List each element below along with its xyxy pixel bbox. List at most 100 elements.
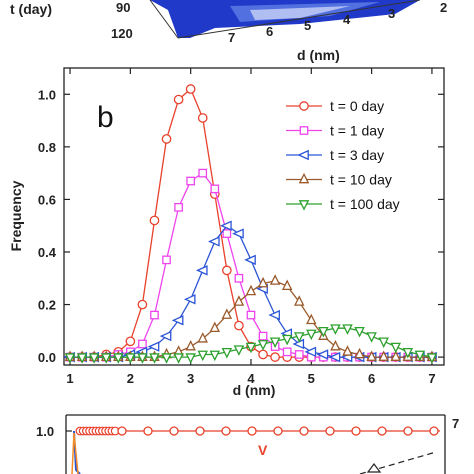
data-point — [162, 255, 171, 265]
x-tick-label: 4 — [247, 371, 255, 386]
y-tick-label: 0.0 — [38, 350, 56, 365]
data-point — [244, 254, 256, 266]
bottom-y-tick-1: 1.0 — [36, 424, 54, 439]
bottom-marker — [273, 426, 283, 436]
data-point — [268, 309, 280, 321]
data-point — [100, 353, 112, 364]
legend-marker — [299, 101, 309, 111]
data-point — [378, 350, 389, 361]
bottom-marker — [299, 426, 309, 436]
data-point — [269, 274, 281, 285]
data-point — [198, 168, 208, 178]
data-point — [138, 339, 147, 349]
plot-frame — [63, 67, 445, 366]
d-tick-6: 6 — [266, 24, 273, 39]
data-point — [197, 332, 208, 343]
data-point — [208, 236, 220, 247]
data-point — [328, 351, 341, 363]
data-point — [366, 350, 377, 361]
bottom-marker — [429, 426, 439, 436]
data-point — [210, 184, 220, 194]
data-point — [354, 347, 365, 359]
data-point — [147, 341, 160, 352]
legend-marker — [298, 200, 310, 211]
data-point — [185, 353, 196, 364]
bottom-marker — [351, 426, 361, 436]
t-axis-label: t (day) — [10, 1, 52, 17]
data-point — [233, 345, 245, 356]
surface-highlight — [250, 6, 350, 20]
data-point — [390, 350, 401, 361]
data-point — [150, 310, 159, 320]
data-point — [330, 339, 341, 351]
legend-label: t = 0 day — [330, 98, 384, 114]
data-point — [304, 346, 317, 358]
bottom-red-markers — [75, 426, 439, 436]
data-point — [125, 336, 136, 347]
data-point — [125, 353, 136, 364]
data-point — [258, 349, 268, 360]
data-point — [258, 331, 268, 341]
data-point — [173, 94, 184, 105]
data-point — [233, 295, 245, 306]
data-point — [390, 342, 401, 354]
data-point — [159, 330, 172, 342]
legend: t = 0 day t = 1 day t = 3 day t = 10 day t =… — [286, 98, 400, 212]
d-tick-2: 2 — [440, 0, 447, 15]
y-tick-label: 0.6 — [38, 192, 56, 207]
data-point — [197, 350, 208, 362]
bottom-orange-curve — [71, 432, 79, 474]
x-tick-label: 6 — [368, 371, 375, 386]
data-point — [195, 265, 208, 276]
data-point — [342, 324, 353, 335]
bottom-marker — [377, 426, 387, 436]
data-point — [221, 308, 233, 319]
data-point — [185, 339, 196, 351]
data-point — [234, 320, 244, 331]
x-axis-label: d (nm) — [233, 382, 276, 398]
data-point — [137, 353, 148, 364]
data-point — [306, 329, 317, 341]
bottom-right-tick-7: 7 — [452, 416, 459, 431]
t-tick-120: 120 — [111, 26, 133, 41]
legend-marker — [299, 126, 309, 135]
data-point — [292, 338, 305, 350]
data-point — [330, 324, 341, 335]
data-point — [257, 340, 269, 351]
legend-label: t = 1 day — [330, 123, 384, 139]
bottom-marker — [403, 426, 413, 436]
data-point — [197, 113, 208, 123]
data-point — [76, 353, 88, 364]
y-tick-label: 0.4 — [38, 245, 57, 260]
data-point — [246, 310, 256, 320]
series-layer — [63, 84, 438, 364]
y-tick-label: 0.2 — [38, 298, 56, 313]
bottom-marker — [117, 426, 127, 436]
series-4 — [64, 324, 438, 364]
data-point — [174, 202, 183, 212]
data-point — [209, 321, 221, 333]
data-point — [294, 350, 304, 359]
top-surface-panel: t (day) 90 120 7 6 5 4 3 2 d (nm) — [10, 0, 447, 63]
bottom-v-label: V — [258, 442, 268, 458]
data-point — [354, 326, 365, 338]
data-point — [234, 273, 244, 283]
data-point — [161, 353, 172, 364]
legend-label: t = 3 day — [330, 147, 384, 163]
data-point — [161, 134, 172, 144]
data-point — [270, 352, 280, 362]
data-point — [282, 347, 292, 357]
t-tick-90: 90 — [116, 0, 130, 15]
data-point — [306, 313, 317, 325]
x-tick-label: 5 — [308, 371, 315, 386]
data-point — [88, 353, 100, 364]
panel-label-b: b — [97, 101, 114, 134]
data-point — [185, 84, 196, 94]
data-point — [113, 353, 124, 364]
data-point — [209, 350, 221, 362]
bottom-triangle-marker — [366, 463, 382, 473]
data-point — [183, 294, 196, 305]
y-ticks: 0.0 0.2 0.4 0.6 0.8 1.0 — [38, 87, 444, 365]
data-point — [342, 345, 353, 356]
